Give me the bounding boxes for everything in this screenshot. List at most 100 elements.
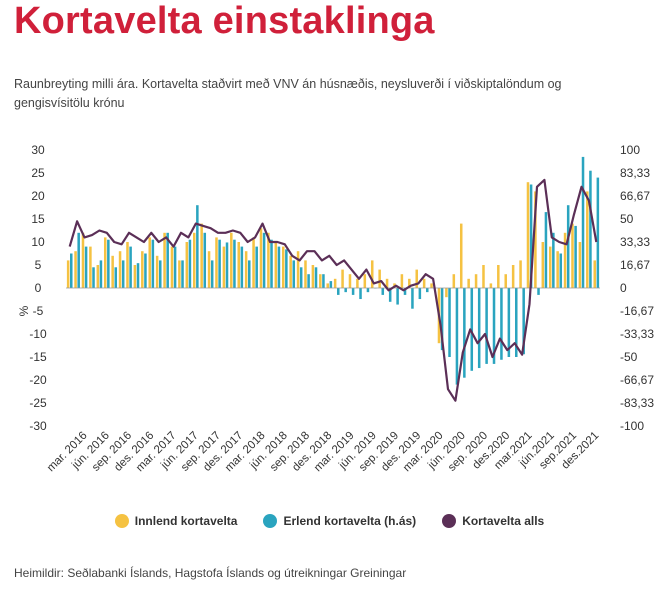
- domestic-bar: [267, 232, 270, 288]
- domestic-bar: [593, 260, 596, 288]
- legend-swatch-foreign: [263, 514, 278, 528]
- domestic-bar: [415, 269, 418, 288]
- domestic-bar: [133, 265, 137, 288]
- foreign-bar: [515, 288, 518, 357]
- domestic-bar: [207, 251, 211, 288]
- domestic-bar: [311, 265, 315, 288]
- legend-item-foreign: Erlend kortavelta (h.ás): [263, 514, 416, 528]
- domestic-bar: [237, 242, 240, 288]
- foreign-bar: [270, 239, 273, 288]
- domestic-bar: [482, 265, 485, 288]
- domestic-bar: [289, 255, 292, 288]
- domestic-bar: [274, 242, 278, 288]
- foreign-bar: [233, 239, 236, 288]
- foreign-bar: [485, 288, 488, 364]
- foreign-bar: [210, 260, 214, 288]
- foreign-bar: [166, 232, 169, 288]
- foreign-bar: [440, 288, 444, 351]
- left-axis-tick-label: 0: [35, 281, 42, 295]
- left-axis-tick-label: -20: [29, 373, 47, 387]
- legend-label-domestic: Innlend kortavelta: [134, 514, 238, 528]
- foreign-bar: [455, 288, 459, 385]
- domestic-bar: [163, 232, 166, 288]
- domestic-bar: [304, 260, 307, 288]
- foreign-bar: [77, 232, 80, 288]
- domestic-bar: [452, 274, 456, 288]
- foreign-bar: [225, 242, 229, 288]
- foreign-bar: [240, 246, 244, 288]
- foreign-bar: [448, 288, 451, 357]
- domestic-bar: [170, 246, 174, 288]
- domestic-bar: [526, 182, 530, 288]
- domestic-bar: [385, 278, 389, 288]
- foreign-bar: [188, 239, 192, 288]
- domestic-bar: [319, 274, 322, 288]
- foreign-bar: [596, 177, 600, 288]
- domestic-bar: [96, 265, 100, 288]
- domestic-bar: [192, 232, 196, 288]
- domestic-bar: [326, 283, 329, 288]
- left-axis-tick-label: -10: [29, 327, 47, 341]
- foreign-bar: [559, 253, 563, 288]
- legend-item-domestic: Innlend kortavelta: [114, 514, 238, 528]
- foreign-bar: [181, 260, 184, 288]
- foreign-bar: [337, 288, 340, 295]
- domestic-bar: [259, 228, 263, 288]
- foreign-bar: [292, 260, 296, 288]
- domestic-bar: [586, 191, 589, 288]
- right-axis-tick-label: -100: [620, 419, 644, 433]
- foreign-bar: [426, 288, 429, 293]
- domestic-bar: [244, 251, 248, 288]
- domestic-bar: [148, 237, 151, 288]
- domestic-bar: [118, 251, 122, 288]
- domestic-bar: [222, 246, 226, 288]
- domestic-bar: [230, 232, 233, 288]
- foreign-bar: [470, 288, 474, 371]
- foreign-bar: [218, 239, 221, 288]
- domestic-bar: [497, 265, 500, 288]
- foreign-bar: [196, 205, 199, 288]
- domestic-bar: [571, 223, 574, 288]
- right-axis-tick-label: -66,67: [620, 373, 654, 387]
- foreign-bar: [248, 260, 251, 288]
- domestic-bar: [89, 246, 92, 288]
- domestic-bar: [430, 283, 433, 288]
- foreign-bar: [314, 267, 318, 288]
- domestic-bar: [422, 278, 426, 288]
- left-axis-tick-label: 15: [31, 212, 45, 226]
- foreign-bar: [500, 288, 503, 360]
- foreign-bar: [574, 225, 577, 288]
- domestic-bar: [474, 274, 478, 288]
- foreign-bar: [262, 232, 266, 288]
- y-axis-label: %: [17, 305, 31, 316]
- left-axis-tick-label: 30: [31, 143, 45, 157]
- right-axis-tick-label: 33,33: [620, 235, 650, 249]
- right-axis-tick-label: 100: [620, 143, 640, 157]
- foreign-bar: [589, 170, 592, 288]
- domestic-bar: [504, 274, 507, 288]
- right-axis-tick-label: -16,67: [620, 304, 654, 318]
- foreign-bar: [159, 260, 162, 288]
- right-axis-tick-label: -33,33: [620, 327, 654, 341]
- foreign-bar: [507, 288, 511, 357]
- domestic-bar: [141, 251, 144, 288]
- right-axis-tick-label: 16,67: [620, 258, 650, 272]
- domestic-bar: [348, 274, 352, 288]
- chart-area: 302520151050-5-10-15-20-25-3010083,3366,…: [17, 143, 654, 474]
- domestic-bar: [519, 260, 522, 288]
- right-axis-tick-label: 0: [620, 281, 627, 295]
- left-axis-tick-label: 10: [31, 235, 45, 249]
- left-axis-tick-label: 20: [31, 189, 45, 203]
- domestic-bar: [563, 232, 567, 288]
- domestic-bar: [459, 223, 463, 288]
- foreign-bar: [351, 288, 355, 295]
- right-axis-tick-label: 83,33: [620, 166, 650, 180]
- domestic-bar: [541, 242, 545, 288]
- foreign-bar: [136, 263, 140, 288]
- foreign-bar: [99, 260, 103, 288]
- domestic-bar: [341, 269, 344, 288]
- domestic-bar: [370, 260, 374, 288]
- foreign-bar: [411, 288, 414, 309]
- foreign-bar: [203, 232, 207, 288]
- foreign-bar: [107, 239, 110, 288]
